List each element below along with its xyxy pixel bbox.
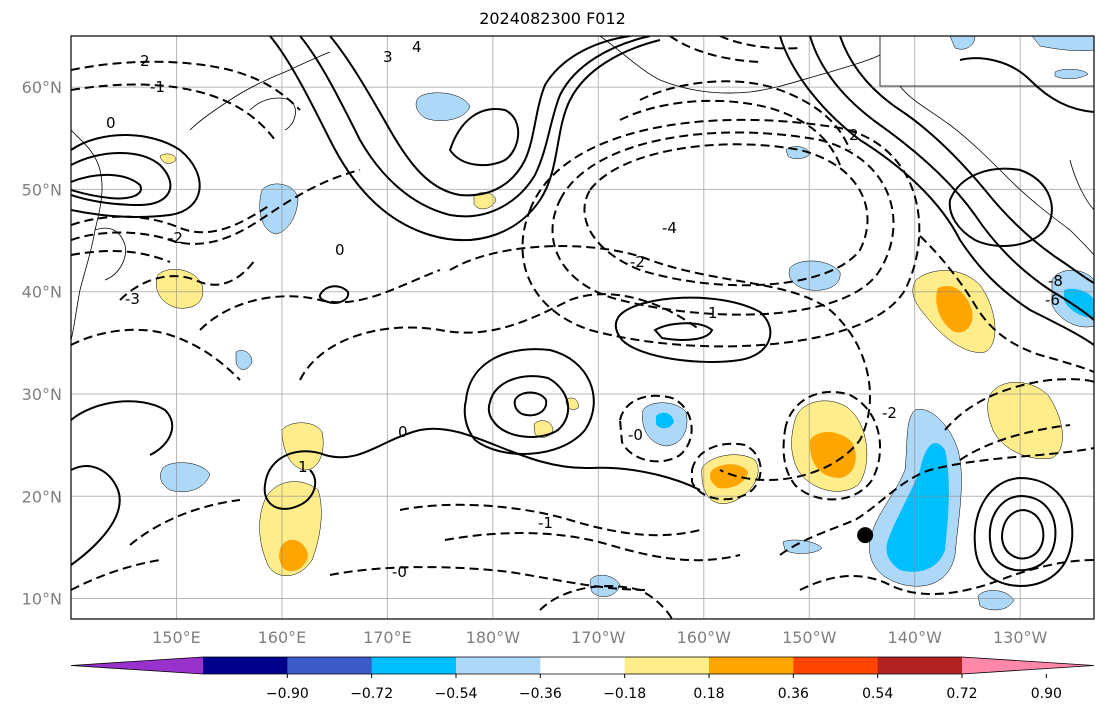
longitude-label: 170°W	[571, 628, 626, 647]
latitude-label: 50°N	[22, 180, 62, 199]
colorbar-label: 0.36	[778, 686, 809, 702]
contour-label: -6	[1045, 291, 1060, 309]
map-border	[70, 35, 1095, 620]
map-title: 2024082300 F012	[479, 9, 626, 28]
colorbar-outline	[70, 656, 1095, 675]
contour-labels: 2 -1 0 -2 -3 4 3 -4 1 -1 0 -0 -2 2 -2 1 …	[106, 38, 1063, 581]
station-dot	[857, 527, 874, 544]
contour-label: 2	[849, 126, 859, 144]
colorbar: −0.90 −0.72 −0.54 −0.36 −0.18 0.18 0.36 0.54 0.7…	[70, 656, 1095, 702]
colorbar-label: −0.90	[266, 686, 309, 702]
longitude-label: 160°W	[677, 628, 732, 647]
negative-contours	[71, 36, 1094, 619]
colorbar-segment	[624, 657, 710, 674]
coastlines	[71, 36, 1094, 341]
contour-label: 2	[140, 52, 150, 70]
colorbar-label: −0.18	[603, 686, 646, 702]
latitude-label: 10°N	[22, 590, 62, 609]
colorbar-label: −0.72	[350, 686, 393, 702]
longitude-label: 170°E	[363, 628, 412, 647]
latitude-label: 30°N	[22, 385, 62, 404]
colorbar-segment	[203, 657, 288, 674]
colorbar-segment	[287, 657, 373, 674]
contour-label: -1	[538, 514, 553, 532]
colorbar-segment	[371, 657, 457, 674]
map-panel: 2 -1 0 -2 -3 4 3 -4 1 -1 0 -0 -2 2 -2 1 …	[71, 36, 1094, 619]
colorbar-label: 0.90	[1031, 686, 1062, 702]
contour-label: -2	[630, 253, 645, 271]
latitude-label: 60°N	[22, 78, 62, 97]
contour-label: -3	[125, 290, 140, 308]
colorbar-segment	[877, 657, 963, 674]
contour-label: -0	[392, 563, 407, 581]
colorbar-label: −0.54	[435, 686, 478, 702]
colorbar-label: −0.36	[519, 686, 562, 702]
contour-label: -2	[882, 404, 897, 422]
longitude-labels: 150°E 160°E 170°E 180°W 170°W 160°W 150°W 140°W…	[152, 628, 1047, 647]
contour-label: -4	[662, 219, 677, 237]
colorbar-segment	[793, 657, 879, 674]
colorbar-extend-min	[71, 657, 203, 674]
contour-label: -8	[1048, 272, 1063, 290]
colorbar-segment	[540, 657, 626, 674]
longitude-label: 150°W	[782, 628, 837, 647]
contour-label: 0	[335, 241, 345, 259]
latitude-label: 20°N	[22, 487, 62, 506]
contour-label: -0	[628, 426, 643, 444]
contour-label: 3	[383, 48, 393, 66]
colorbar-label: 0.18	[693, 686, 724, 702]
longitude-label: 150°E	[152, 628, 201, 647]
longitude-label: 130°W	[993, 628, 1048, 647]
colorbar-extend-max	[962, 657, 1094, 674]
colorbar-segment	[456, 657, 541, 674]
longitude-label: 140°W	[888, 628, 943, 647]
colorbar-segment	[709, 657, 794, 674]
contour-label: -1	[150, 78, 165, 96]
contour-label: -2	[168, 229, 183, 247]
positive-contours	[71, 36, 1094, 587]
latitude-label: 40°N	[22, 283, 62, 302]
contour-label: 0	[398, 423, 408, 441]
contour-label: 1	[298, 458, 308, 476]
longitude-label: 180°W	[466, 628, 521, 647]
contour-label: 0	[106, 114, 116, 132]
contour-label: 4	[412, 38, 422, 56]
colorbar-label: 0.54	[862, 686, 893, 702]
latitude-labels: 60°N 50°N 40°N 30°N 20°N 10°N	[22, 78, 62, 608]
colorbar-label: 0.72	[946, 686, 977, 702]
contour-label: 1	[708, 304, 718, 322]
longitude-label: 160°E	[258, 628, 307, 647]
